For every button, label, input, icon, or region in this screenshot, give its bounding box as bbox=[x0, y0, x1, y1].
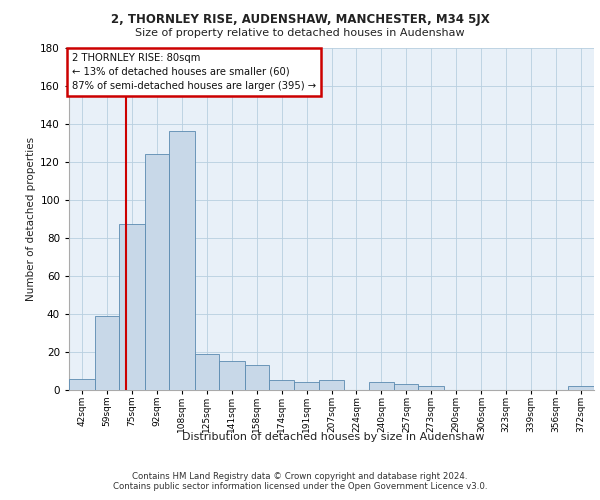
Bar bbox=[295, 382, 319, 390]
Bar bbox=[394, 384, 418, 390]
Text: Size of property relative to detached houses in Audenshaw: Size of property relative to detached ho… bbox=[135, 28, 465, 38]
Text: Distribution of detached houses by size in Audenshaw: Distribution of detached houses by size … bbox=[182, 432, 484, 442]
Bar bbox=[368, 382, 394, 390]
Text: Contains HM Land Registry data © Crown copyright and database right 2024.: Contains HM Land Registry data © Crown c… bbox=[132, 472, 468, 481]
Bar bbox=[69, 378, 95, 390]
Bar bbox=[418, 386, 444, 390]
Bar bbox=[568, 386, 594, 390]
Bar bbox=[169, 131, 194, 390]
Bar bbox=[119, 224, 145, 390]
Y-axis label: Number of detached properties: Number of detached properties bbox=[26, 136, 36, 301]
Bar bbox=[219, 362, 245, 390]
Text: 2, THORNLEY RISE, AUDENSHAW, MANCHESTER, M34 5JX: 2, THORNLEY RISE, AUDENSHAW, MANCHESTER,… bbox=[110, 12, 490, 26]
Bar bbox=[145, 154, 169, 390]
Bar bbox=[245, 366, 269, 390]
Bar bbox=[319, 380, 344, 390]
Bar bbox=[269, 380, 295, 390]
Text: Contains public sector information licensed under the Open Government Licence v3: Contains public sector information licen… bbox=[113, 482, 487, 491]
Text: 2 THORNLEY RISE: 80sqm
← 13% of detached houses are smaller (60)
87% of semi-det: 2 THORNLEY RISE: 80sqm ← 13% of detached… bbox=[71, 52, 316, 90]
Bar bbox=[95, 316, 119, 390]
Bar bbox=[194, 354, 219, 390]
